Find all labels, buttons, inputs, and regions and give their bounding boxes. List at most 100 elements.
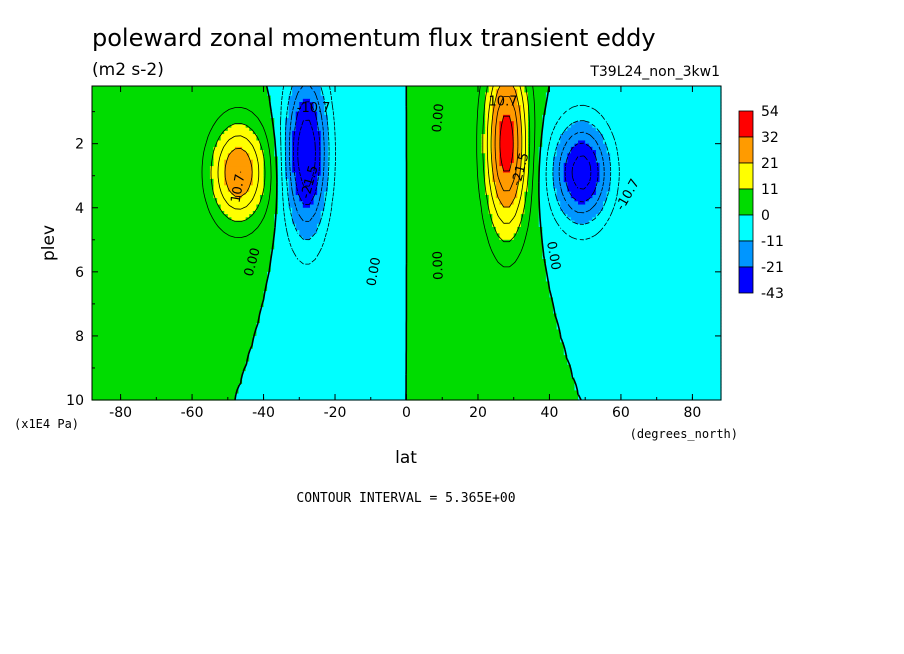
field-cell bbox=[406, 310, 554, 315]
field-cell bbox=[406, 316, 558, 321]
field-cell bbox=[603, 137, 722, 142]
field-cell bbox=[528, 130, 543, 135]
field-cell bbox=[524, 204, 540, 209]
field-cell bbox=[560, 339, 722, 343]
field-cell bbox=[406, 281, 551, 286]
field-row bbox=[92, 355, 722, 359]
field-cell bbox=[406, 156, 486, 161]
field-cell bbox=[242, 194, 261, 199]
field-cell bbox=[499, 137, 515, 142]
field-cell bbox=[92, 130, 225, 135]
field-cell bbox=[528, 185, 540, 190]
field-cell bbox=[603, 140, 722, 145]
field-cell bbox=[553, 307, 722, 311]
field-cell bbox=[288, 201, 304, 206]
field-cell bbox=[524, 210, 540, 215]
field-cell bbox=[92, 377, 243, 382]
field-cell bbox=[406, 137, 483, 142]
field-cell bbox=[595, 156, 611, 161]
field-cell bbox=[284, 130, 293, 135]
field-cell bbox=[485, 114, 493, 119]
field-cell bbox=[327, 140, 408, 145]
field-cell bbox=[220, 204, 257, 209]
field-cell bbox=[92, 204, 222, 209]
field-cell bbox=[92, 300, 265, 305]
field-cell bbox=[595, 188, 611, 193]
field-cell bbox=[92, 95, 272, 100]
contour-line bbox=[240, 96, 519, 192]
heatmap-field bbox=[92, 86, 722, 401]
field-cell bbox=[517, 185, 529, 190]
field-cell bbox=[560, 207, 604, 212]
field-cell bbox=[320, 130, 329, 135]
field-cell bbox=[495, 191, 518, 196]
field-cell bbox=[499, 150, 515, 154]
field-cell bbox=[324, 95, 408, 100]
field-cell bbox=[92, 316, 261, 321]
field-cell bbox=[492, 118, 504, 122]
field-cell bbox=[320, 86, 408, 90]
field-cell bbox=[270, 108, 290, 113]
field-cell bbox=[324, 105, 408, 110]
field-row bbox=[92, 371, 722, 375]
field-cell bbox=[542, 226, 722, 231]
field-cell bbox=[528, 118, 543, 122]
field-cell bbox=[209, 175, 225, 180]
field-cell bbox=[277, 178, 290, 183]
field-cell bbox=[406, 335, 561, 340]
field-cell bbox=[520, 111, 529, 116]
colorbar-swatch bbox=[738, 240, 754, 268]
field-cell bbox=[488, 204, 504, 209]
field-cell bbox=[327, 137, 408, 142]
field-cell bbox=[92, 313, 261, 318]
field-cell bbox=[406, 319, 558, 324]
field-cell bbox=[517, 95, 529, 100]
field-cell bbox=[574, 198, 590, 202]
field-cell bbox=[263, 294, 408, 299]
field-cell bbox=[284, 137, 293, 142]
field-cell bbox=[92, 156, 215, 161]
field-cell bbox=[570, 367, 722, 372]
field-cell bbox=[92, 275, 268, 279]
field-cell bbox=[610, 188, 722, 193]
field-cell bbox=[406, 355, 568, 359]
field-cell bbox=[288, 95, 325, 100]
field-cell bbox=[549, 294, 722, 299]
field-cell bbox=[574, 143, 590, 148]
field-cell bbox=[274, 140, 286, 145]
y-axis-label: plev bbox=[39, 225, 59, 261]
y-axis: 2 4 6 8 10 bbox=[66, 111, 721, 409]
field-cell bbox=[277, 182, 290, 186]
field-cell bbox=[92, 86, 268, 90]
field-cell bbox=[549, 287, 722, 292]
field-cell bbox=[556, 319, 722, 324]
field-cell bbox=[92, 105, 272, 110]
field-cell bbox=[92, 182, 215, 186]
field-cell bbox=[520, 130, 529, 135]
field-cell bbox=[406, 95, 486, 100]
y-tick-label: 6 bbox=[75, 265, 84, 281]
field-cell bbox=[242, 377, 408, 382]
field-row bbox=[92, 351, 722, 356]
field-cell bbox=[406, 223, 493, 228]
field-cell bbox=[242, 371, 408, 375]
field-cell bbox=[406, 243, 543, 247]
field-cell bbox=[406, 246, 543, 250]
field-cell bbox=[92, 178, 215, 183]
field-cell bbox=[513, 236, 543, 241]
field-cell bbox=[599, 162, 611, 167]
field-cell bbox=[406, 175, 486, 180]
field-row bbox=[92, 233, 722, 238]
field-cell bbox=[528, 134, 543, 138]
field-cell bbox=[513, 86, 526, 90]
field-cell bbox=[578, 201, 586, 206]
field-cell bbox=[556, 153, 568, 158]
field-cell bbox=[320, 89, 408, 93]
field-cell bbox=[406, 342, 565, 347]
field-cell bbox=[492, 134, 501, 138]
field-cell bbox=[560, 137, 604, 142]
field-cell bbox=[606, 143, 722, 148]
field-cell bbox=[542, 127, 568, 132]
field-cell bbox=[242, 146, 261, 151]
field-cell bbox=[213, 191, 232, 196]
